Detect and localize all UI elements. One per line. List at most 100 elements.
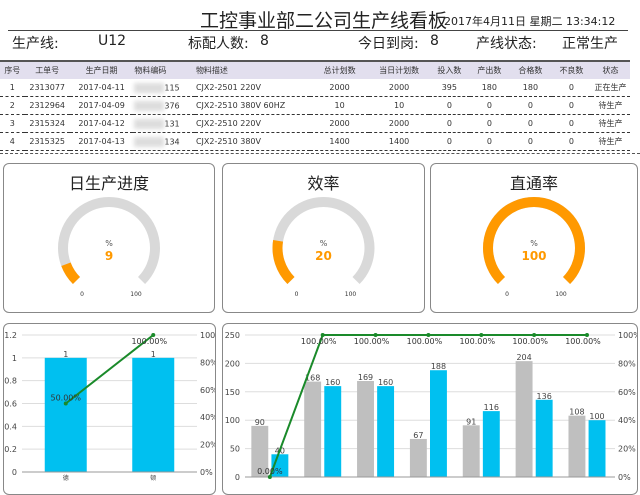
- bar: [44, 357, 87, 472]
- table-cell: 10: [309, 96, 370, 115]
- divider: [8, 30, 628, 31]
- bar: [430, 370, 447, 477]
- rate-point: [320, 333, 325, 337]
- rate-label: 100.00%: [565, 337, 601, 346]
- table-row[interactable]: 2 2312964 2017-04-09 376 CJX2-2510 380V 60HZ…: [0, 96, 630, 115]
- gauge-track: [58, 197, 160, 285]
- table-cell: 正在生产: [590, 79, 630, 97]
- datetime: 2017年4月11日 星期二 13:34:12: [444, 15, 616, 28]
- y2-tick-label: 100%: [200, 331, 215, 340]
- y-tick-label: 150: [225, 388, 240, 397]
- rate-label: 100.00%: [301, 337, 337, 346]
- table-cell: 180: [508, 79, 552, 97]
- y-tick-label: 0.4: [4, 422, 17, 431]
- rate-label: 100.00%: [131, 337, 167, 346]
- x-tick-label: 顿: [150, 474, 156, 482]
- table-cell: 0: [508, 96, 552, 115]
- table-cell: 2000: [309, 114, 370, 133]
- bar: [588, 420, 606, 477]
- table-cell: CJX2-2510 380V: [194, 132, 310, 151]
- bar: [535, 399, 553, 477]
- table-cell: 2017-04-13: [69, 132, 134, 151]
- x-tick-label: 德: [63, 474, 69, 482]
- y-tick-label: 100: [225, 416, 240, 425]
- y-tick-label: 0.2: [4, 445, 17, 454]
- gauge-title: 日生产进度: [68, 174, 149, 193]
- column-header: 合格数: [508, 60, 552, 79]
- table-cell: 2: [0, 96, 25, 115]
- table-cell: CJX2-2510 380V 60HZ: [194, 96, 310, 115]
- table-row[interactable]: 4 2315325 2017-04-13 134 CJX2-2510 380V 1400 1…: [0, 132, 630, 151]
- y2-tick-label: 100%: [618, 331, 637, 340]
- table-cell: 待生产: [590, 132, 630, 151]
- gauge-min: 0: [505, 291, 509, 298]
- table-cell: 0: [551, 96, 591, 115]
- bar: [357, 381, 374, 477]
- table-cell: 0: [428, 132, 470, 151]
- bar: [482, 411, 500, 477]
- y2-tick-label: 20%: [200, 441, 215, 450]
- table-cell: 376: [133, 96, 195, 115]
- table-cell: 2017-04-12: [69, 114, 134, 133]
- data-label: 168: [305, 374, 320, 383]
- table-row[interactable]: 3 2315324 2017-04-12 131 CJX2-2510 220V 2000 2…: [0, 114, 630, 133]
- table-cell: 1400: [309, 132, 370, 151]
- table-cell: 2313077: [24, 79, 70, 97]
- present-value: 8: [430, 33, 439, 49]
- column-header: 工单号: [24, 60, 70, 79]
- table-cell: 2017-04-09: [69, 96, 134, 115]
- table-cell: CJX2-2501 220V: [194, 79, 310, 97]
- data-label: 67: [413, 431, 423, 440]
- table-cell: 2315325: [24, 132, 70, 151]
- y-tick-label: 0: [12, 468, 17, 477]
- material-code: 376: [164, 101, 180, 110]
- gauge-unit: %: [105, 239, 113, 248]
- rate-label: 100.00%: [354, 337, 390, 346]
- status-label: 产线状态:: [476, 36, 537, 52]
- material-code: 131: [164, 119, 180, 128]
- y-tick-label: 200: [225, 359, 240, 368]
- gauge-fill: [272, 240, 295, 285]
- y-tick-label: 50: [230, 445, 240, 454]
- table-cell: 0: [508, 114, 552, 133]
- gauge-title: 直通率: [509, 174, 558, 193]
- table-cell: 395: [428, 79, 470, 97]
- rate-point: [151, 333, 156, 337]
- gauge-min: 0: [295, 291, 299, 298]
- gauge-value: 9: [105, 249, 113, 263]
- gauge-unit: %: [320, 239, 328, 248]
- rate-point: [63, 401, 68, 406]
- gauge-min: 0: [80, 291, 84, 298]
- column-header: 物料描述: [194, 60, 310, 79]
- redacted-code: [134, 100, 165, 111]
- table-cell: 0: [428, 114, 470, 133]
- bar: [462, 425, 480, 477]
- rate-point: [532, 333, 537, 337]
- bar: [304, 381, 322, 477]
- column-header: 当日计划数: [369, 60, 429, 79]
- table-cell: 10: [369, 96, 429, 115]
- data-label: 136: [537, 392, 552, 401]
- rate-point: [267, 475, 272, 479]
- table-cell: 2315324: [24, 114, 70, 133]
- table-cell: 1: [0, 79, 25, 97]
- y2-tick-label: 80%: [618, 359, 636, 368]
- y-tick-label: 1.2: [4, 331, 17, 340]
- table-cell: 待生产: [590, 96, 630, 115]
- table-row[interactable]: 1 2313077 2017-04-11 115 CJX2-2501 220V 2000 2…: [0, 79, 630, 97]
- status-value: 正常生产: [562, 36, 618, 52]
- gauge-panel-efficiency: 效率% 20 0 100: [222, 163, 425, 313]
- material-code: 115: [164, 83, 180, 92]
- present-label: 今日到岗:: [358, 36, 419, 52]
- bar: [409, 438, 427, 477]
- data-label: 160: [378, 378, 393, 387]
- table-cell: 180: [469, 79, 509, 97]
- rate-label: 0.00%: [257, 467, 283, 476]
- table-cell: 0: [469, 96, 509, 115]
- table-cell: 0: [551, 114, 591, 133]
- table-cell: 134: [133, 132, 195, 151]
- data-label: 169: [358, 373, 373, 382]
- line-label: 生产线:: [12, 36, 59, 52]
- table-cell: 2000: [369, 114, 429, 133]
- gauge-title: 效率: [307, 174, 340, 193]
